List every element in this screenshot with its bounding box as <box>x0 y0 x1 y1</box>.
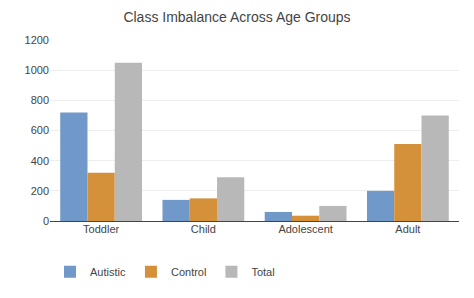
svg-text:Adolescent: Adolescent <box>278 223 332 235</box>
svg-text:Total: Total <box>251 266 274 278</box>
svg-text:1000: 1000 <box>25 64 49 76</box>
svg-text:200: 200 <box>31 185 49 197</box>
svg-text:1200: 1200 <box>25 34 49 46</box>
svg-text:Adult: Adult <box>395 223 420 235</box>
svg-text:Child: Child <box>191 223 216 235</box>
svg-text:800: 800 <box>31 94 49 106</box>
svg-text:0: 0 <box>43 215 49 227</box>
svg-text:Control: Control <box>171 266 206 278</box>
svg-text:Class Imbalance Across Age Gro: Class Imbalance Across Age Groups <box>123 9 350 25</box>
svg-text:Autistic: Autistic <box>90 266 126 278</box>
svg-text:600: 600 <box>31 124 49 136</box>
svg-text:Toddler: Toddler <box>83 223 119 235</box>
svg-text:400: 400 <box>31 155 49 167</box>
